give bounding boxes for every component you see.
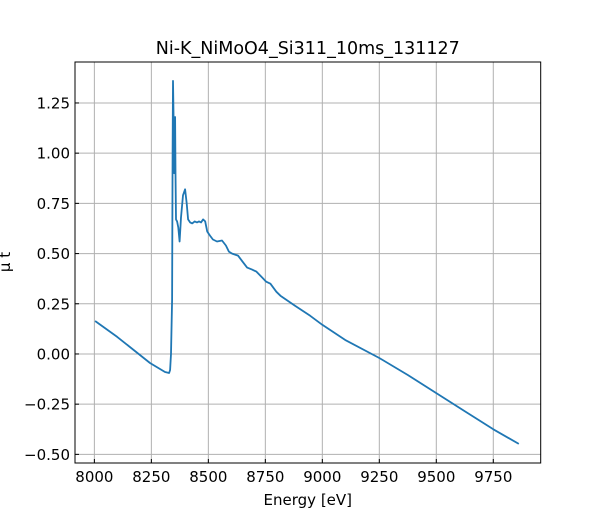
x-tick-label: 9500 [417,468,455,486]
chart-title: Ni-K_NiMoO4_Si311_10ms_131127 [156,39,460,59]
y-tick-label: −0.25 [24,396,70,414]
y-tick-label: 0.25 [37,295,70,313]
y-axis-label: μ t [0,252,14,272]
y-tick-label: 1.25 [37,94,70,112]
x-tick-label: 8500 [189,468,227,486]
series-line-mu-t [94,80,520,445]
x-tick-label: 8750 [246,468,284,486]
grid-lines [75,62,541,463]
x-tick-label: 9750 [474,468,512,486]
y-tick-label: 0.50 [37,245,70,263]
y-tick-label: 0.75 [37,195,70,213]
x-tick-label: 8250 [132,468,170,486]
y-tick-label: 0.00 [37,345,70,363]
axis-ticks: 8000 8250 8500 8750 9000 9250 9500 9750 −0.50 −0.… [24,94,512,486]
x-tick-label: 9250 [360,468,398,486]
y-tick-label: 1.00 [37,145,70,163]
x-tick-label: 9000 [303,468,341,486]
x-axis-label: Energy [eV] [264,491,352,509]
y-tick-label: −0.50 [24,446,70,464]
x-tick-label: 8000 [75,468,113,486]
axes-frame [74,61,542,464]
